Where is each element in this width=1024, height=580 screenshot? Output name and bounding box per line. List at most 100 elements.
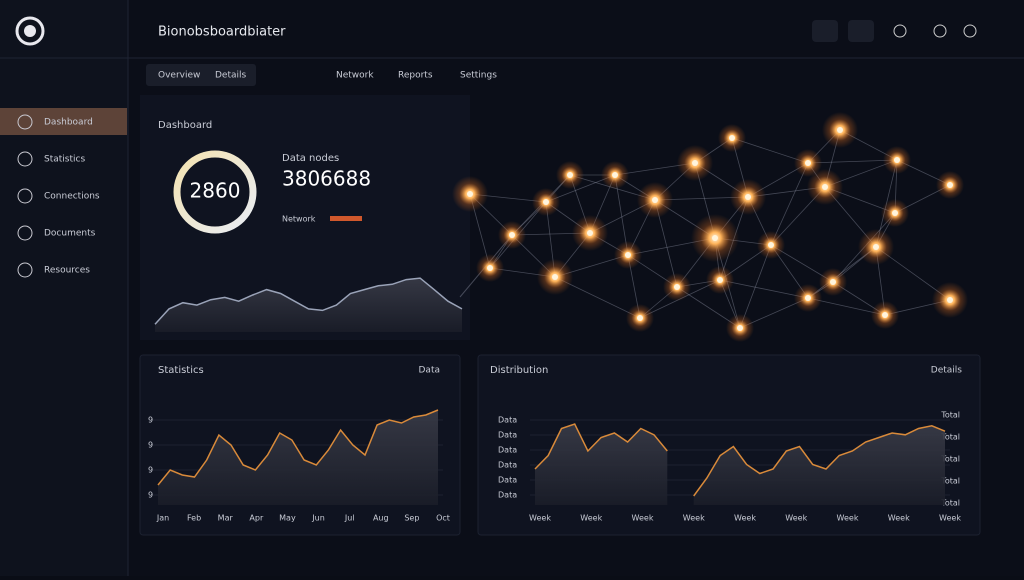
edge [770, 162, 809, 246]
edge [739, 244, 772, 329]
x-tick-label: Jun [311, 514, 325, 523]
area-line [154, 277, 463, 325]
tab[interactable]: Network [336, 71, 374, 81]
x-tick-label: Week [734, 514, 756, 523]
nav-icon [17, 188, 33, 204]
edge [719, 279, 809, 299]
y-tick-label: Data [498, 416, 517, 425]
y2-tick-label: Total [940, 499, 960, 508]
node [768, 242, 774, 248]
x-tick-label: Mar [218, 514, 234, 523]
y-tick-label: 9 [148, 416, 153, 425]
area-fill [693, 425, 945, 505]
toolbar [812, 20, 977, 42]
node [552, 274, 558, 280]
nav-icon [17, 114, 33, 130]
y-tick-label: Data [498, 461, 517, 470]
x-tick-label: Oct [436, 514, 450, 523]
x-tick-label: Aug [373, 514, 389, 523]
icon-button[interactable] [963, 24, 977, 38]
x-tick-label: Week [632, 514, 654, 523]
logo [24, 25, 36, 37]
node [717, 277, 723, 283]
y-tick-label: Data [498, 491, 517, 500]
node [612, 172, 618, 178]
node [509, 232, 515, 238]
sidebar [0, 0, 128, 576]
x-tick-label: Week [837, 514, 859, 523]
panel-title: Statistics [158, 365, 204, 376]
x-tick-label: Feb [187, 514, 201, 523]
section-title: Dashboard [158, 120, 212, 131]
node [729, 135, 735, 141]
icon-button[interactable] [812, 20, 838, 42]
x-tick-label: Week [939, 514, 961, 523]
node [745, 194, 751, 200]
x-tick-label: Jan [156, 514, 169, 523]
tab-active[interactable] [146, 64, 256, 86]
ring [173, 150, 257, 234]
nav-icon [17, 262, 33, 278]
y-tick-label: Data [498, 476, 517, 485]
node [873, 244, 879, 250]
node [637, 315, 643, 321]
y2-tick-label: Total [940, 433, 960, 442]
nav-item[interactable]: Connections [44, 192, 100, 202]
tab[interactable]: Overview [158, 71, 200, 81]
nav-item[interactable]: Resources [44, 266, 90, 276]
area-line [534, 423, 946, 497]
x-tick-label: Sep [404, 514, 419, 523]
node [805, 160, 811, 166]
node [737, 325, 743, 331]
icon-button[interactable] [893, 24, 907, 38]
x-tick-label: Apr [249, 514, 264, 523]
y-tick-label: 9 [148, 491, 153, 500]
tab[interactable]: Settings [460, 71, 497, 81]
node [712, 235, 718, 241]
node [894, 157, 900, 163]
nav-icon [17, 151, 33, 167]
y-tick-label: 9 [148, 441, 153, 450]
node [947, 297, 953, 303]
node [822, 184, 828, 190]
x-tick-label: Jul [344, 514, 355, 523]
y-tick-label: Data [498, 431, 517, 440]
x-tick-label: Week [785, 514, 807, 523]
x-tick-label: May [279, 514, 296, 523]
nav-item[interactable]: Documents [44, 229, 96, 239]
stat-label: Network [282, 215, 316, 224]
node [837, 127, 843, 133]
nav-icon [17, 225, 33, 241]
y2-tick-label: Total [940, 411, 960, 420]
sidebar-active [0, 108, 127, 135]
panel-action[interactable]: Details [931, 366, 963, 376]
area-fill [158, 410, 438, 505]
status-bar [330, 216, 362, 221]
logo[interactable] [15, 16, 45, 46]
node [830, 279, 836, 285]
x-tick-label: Week [888, 514, 910, 523]
node [487, 265, 493, 271]
big-number: 3806688 [282, 167, 371, 191]
nav-item[interactable]: Dashboard [44, 118, 93, 128]
x-tick-label: Week [580, 514, 602, 523]
y2-tick-label: Total [940, 455, 960, 464]
nav-item[interactable]: Statistics [44, 155, 85, 165]
y-tick-label: Data [498, 446, 517, 455]
node [467, 191, 473, 197]
ring-value: 2860 [190, 179, 241, 203]
tab[interactable]: Details [215, 71, 247, 81]
y-tick-label: 9 [148, 466, 153, 475]
node [587, 230, 593, 236]
node [882, 312, 888, 318]
node [652, 197, 658, 203]
x-tick-label: Week [529, 514, 551, 523]
tab[interactable]: Reports [398, 71, 433, 81]
icon-button[interactable] [848, 20, 874, 42]
node [625, 252, 631, 258]
panel-action[interactable]: Data [419, 366, 441, 376]
node [805, 295, 811, 301]
icon-button[interactable] [933, 24, 947, 38]
